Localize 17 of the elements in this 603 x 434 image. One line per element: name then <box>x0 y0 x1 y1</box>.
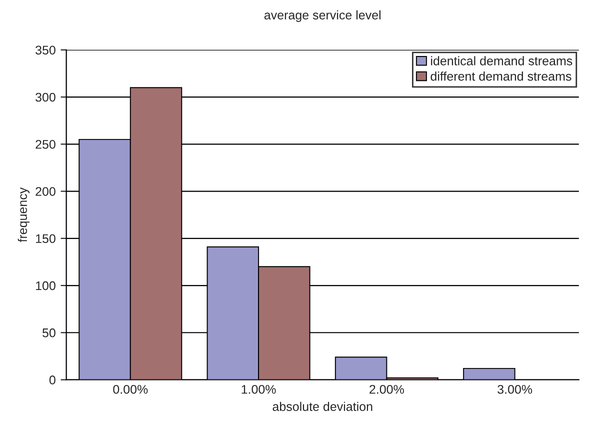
x-tick-label: 3.00% <box>498 384 532 394</box>
y-tick-label: 50 <box>42 328 56 338</box>
y-axis-title: frequency <box>18 187 30 242</box>
y-tick-label: 150 <box>36 234 56 244</box>
y-tick-label: 100 <box>36 281 56 290</box>
x-tick-label: 2.00% <box>370 384 404 394</box>
y-tick-label: 350 <box>36 46 56 55</box>
y-tick-label: 300 <box>36 92 56 102</box>
chart-title: average service level <box>264 10 380 22</box>
legend-label: identical demand streams <box>431 56 572 66</box>
y-tick-label: 0 <box>49 376 56 384</box>
x-tick-label: 0.00% <box>113 384 148 394</box>
x-tick-label: 1.00% <box>242 384 276 394</box>
legend-label: different demand streams <box>430 72 572 81</box>
x-axis-title: absolute deviation <box>272 402 372 411</box>
y-tick-label: 250 <box>36 140 56 149</box>
y-tick-label: 200 <box>36 187 56 196</box>
